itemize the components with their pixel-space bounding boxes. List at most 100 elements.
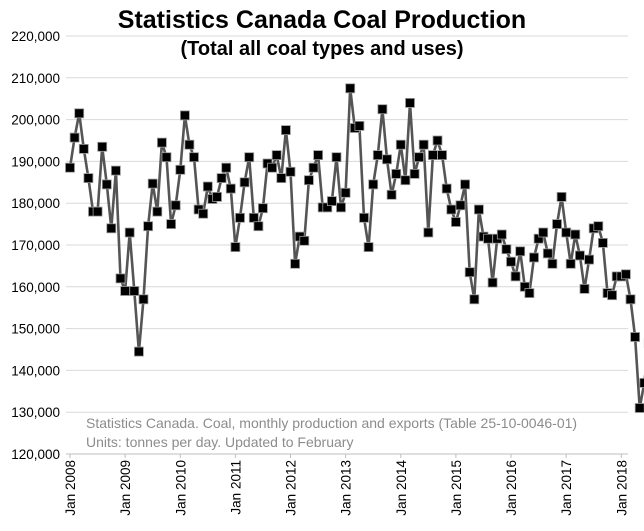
data-point — [280, 125, 291, 135]
data-point — [74, 108, 85, 119]
data-point — [607, 290, 617, 301]
data-point — [634, 403, 644, 413]
data-point — [179, 110, 190, 121]
data-point — [83, 173, 94, 184]
x-tick-label: Jan 2008 — [63, 460, 78, 516]
grid — [66, 35, 628, 455]
data-point — [575, 250, 585, 261]
data-point — [506, 256, 516, 267]
data-point — [257, 203, 268, 214]
data-point — [111, 165, 121, 176]
chart-subtitle: (Total all coal types and uses) — [180, 38, 464, 60]
data-point — [248, 212, 259, 223]
x-tick-label: Jan 2015 — [449, 460, 464, 516]
data-point — [354, 121, 365, 131]
data-point — [496, 229, 507, 240]
data-point — [267, 162, 278, 173]
data-point — [441, 183, 452, 194]
y-tick-label: 190,000 — [11, 154, 60, 169]
data-point — [630, 332, 640, 342]
data-point — [221, 162, 232, 173]
data-point — [69, 132, 80, 143]
data-point — [106, 223, 117, 234]
data-point — [244, 152, 255, 163]
data-point — [97, 141, 108, 152]
data-point — [437, 150, 448, 161]
data-point — [625, 294, 636, 305]
data-point — [230, 242, 241, 253]
data-point — [359, 212, 369, 223]
y-tick-label: 150,000 — [11, 322, 60, 337]
data-point — [515, 246, 526, 257]
data-point — [621, 269, 631, 280]
data-point — [510, 271, 521, 282]
data-point — [225, 183, 236, 194]
x-tick-label: Jan 2014 — [394, 460, 409, 516]
x-tick-label: Jan 2016 — [504, 460, 519, 516]
data-point — [469, 294, 480, 305]
data-point — [253, 221, 264, 232]
data-point — [166, 219, 177, 230]
data-point — [556, 191, 567, 202]
y-tick-label: 200,000 — [11, 113, 60, 128]
data-point — [133, 346, 144, 357]
data-point — [276, 173, 287, 184]
data-point — [170, 200, 181, 211]
y-tick-label: 170,000 — [11, 238, 60, 253]
data-point — [391, 168, 402, 179]
data-point — [542, 248, 553, 259]
data-point — [78, 143, 89, 154]
data-point — [400, 175, 411, 186]
data-point — [464, 267, 475, 278]
data-point — [115, 273, 126, 284]
x-tick-label: Jan 2010 — [173, 460, 188, 516]
data-point — [570, 229, 581, 240]
x-tick-label: Jan 2012 — [284, 460, 299, 516]
data-point — [552, 219, 562, 230]
data-point — [598, 237, 608, 248]
data-point — [345, 83, 356, 94]
data-point — [152, 206, 163, 217]
x-axis: Jan 2008 Jan 2009 Jan 2010 Jan 2011 Jan 2012… — [63, 453, 629, 516]
data-point — [455, 200, 466, 211]
data-point — [303, 175, 314, 186]
data-point — [290, 258, 301, 269]
data-point — [414, 152, 425, 163]
y-tick-label: 220,000 — [11, 29, 60, 44]
data-point — [92, 206, 103, 217]
data-point — [579, 283, 590, 294]
data-point — [561, 227, 572, 238]
units-note: Units: tonnes per day. Updated to Februa… — [86, 434, 353, 450]
data-point — [529, 252, 539, 263]
chart-title: Statistics Canada Coal Production — [117, 6, 527, 34]
data-point — [395, 139, 406, 150]
data-point — [101, 179, 112, 190]
data-point — [331, 152, 342, 163]
data-point — [184, 139, 195, 150]
data-point — [501, 244, 512, 255]
data-point — [450, 217, 461, 227]
data-point — [143, 221, 154, 232]
x-tick-label: Jan 2018 — [614, 460, 629, 516]
data-point — [235, 212, 245, 223]
x-tick-label: Jan 2013 — [339, 460, 354, 516]
source-note: Statistics Canada. Coal, monthly product… — [86, 415, 577, 431]
data-point — [446, 204, 457, 215]
data-point — [386, 189, 397, 200]
data-point — [483, 233, 494, 244]
data-point — [313, 150, 324, 161]
data-point — [198, 208, 209, 219]
data-point — [147, 178, 158, 189]
data-point — [382, 154, 392, 165]
data-point — [336, 202, 346, 213]
data-point — [487, 277, 498, 288]
data-point — [138, 294, 149, 305]
y-axis: 120,000 130,000 140,000 150,000 160,000 170,0… — [11, 29, 60, 462]
data-point — [216, 173, 227, 184]
data-point — [340, 187, 351, 198]
x-tick-label: Jan 2009 — [118, 460, 133, 516]
data-point — [460, 179, 471, 190]
data-point — [326, 196, 337, 207]
data-point — [189, 152, 199, 163]
